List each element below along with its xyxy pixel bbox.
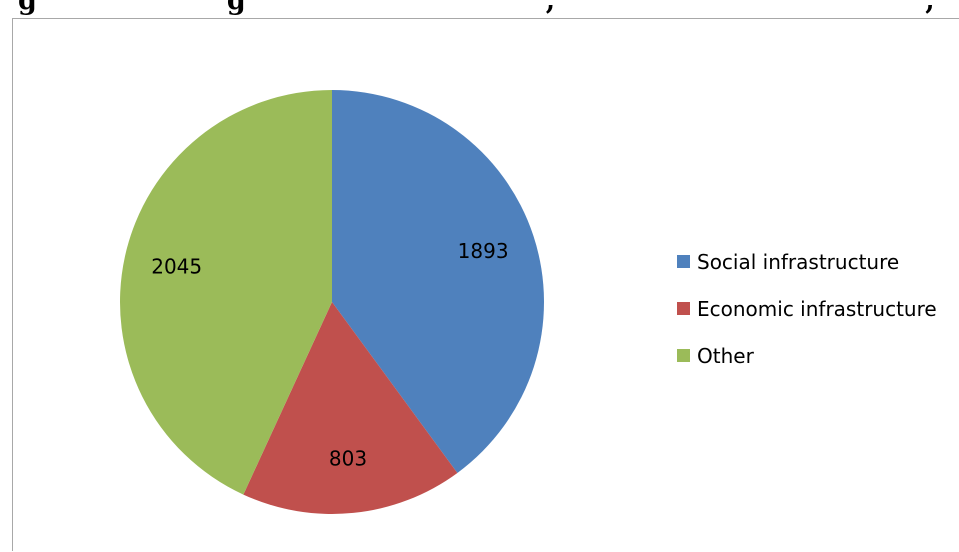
data-label-economic-infrastructure: 803	[329, 447, 367, 471]
pie-chart: 1893 803 2045	[119, 90, 544, 514]
caption-fragment-1: g	[18, 0, 37, 16]
legend-label: Other	[697, 343, 754, 368]
pie-slice-other	[119, 90, 332, 495]
pie-slices	[119, 90, 544, 514]
legend-item-economic-infrastructure: Economic infrastructure	[677, 285, 937, 332]
data-label-social-infrastructure: 1893	[458, 239, 509, 263]
pie-slice-economic-infrastructure	[243, 302, 458, 514]
chart-area: 1893 803 2045 Social infrastructure Economi…	[12, 18, 959, 551]
figure-caption-cropped: g g,,	[0, 0, 959, 18]
caption-fragment-2: g	[226, 0, 246, 16]
pie-slice-social-infrastructure	[332, 90, 544, 473]
legend-label: Economic infrastructure	[697, 296, 937, 321]
caption-fragment-3: ,	[545, 0, 556, 16]
chart-legend: Social infrastructure Economic infrastruc…	[677, 238, 937, 379]
caption-fragment-4: ,	[925, 0, 935, 16]
legend-swatch	[677, 255, 690, 268]
legend-item-other: Other	[677, 332, 937, 379]
legend-item-social-infrastructure: Social infrastructure	[677, 238, 937, 285]
data-label-other: 2045	[151, 254, 202, 278]
legend-label: Social infrastructure	[697, 249, 900, 274]
legend-swatch	[677, 349, 690, 362]
pie-data-labels: 1893 803 2045	[151, 239, 508, 471]
legend-swatch	[677, 302, 690, 315]
